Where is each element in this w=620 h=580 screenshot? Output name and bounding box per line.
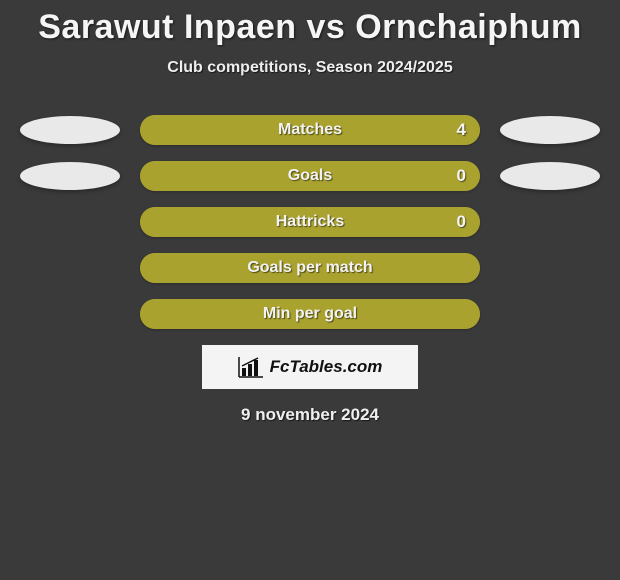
stats-card: Sarawut Inpaen vs Ornchaiphum Club compe… [0,0,620,425]
right-pill [500,116,600,144]
right-spacer [500,254,600,282]
left-spacer [20,208,120,236]
stat-bar: Hattricks0 [140,207,480,237]
page-title: Sarawut Inpaen vs Ornchaiphum [0,8,620,47]
subtitle: Club competitions, Season 2024/2025 [0,59,620,77]
stats-rows: Matches4Goals0Hattricks0Goals per matchM… [0,115,620,329]
bar-value: 0 [457,207,466,237]
logo-text: FcTables.com [270,357,383,377]
stat-row: Hattricks0 [0,207,620,237]
stat-bar: Goals0 [140,161,480,191]
date-text: 9 november 2024 [0,405,620,425]
logo-box: FcTables.com [202,345,418,389]
stat-row: Goals0 [0,161,620,191]
bar-label: Goals per match [140,253,480,283]
stat-bar: Goals per match [140,253,480,283]
bar-label: Min per goal [140,299,480,329]
right-spacer [500,300,600,328]
bar-label: Matches [140,115,480,145]
stat-row: Goals per match [0,253,620,283]
stat-bar: Matches4 [140,115,480,145]
bar-value: 4 [457,115,466,145]
bar-label: Goals [140,161,480,191]
right-pill [500,162,600,190]
bar-value: 0 [457,161,466,191]
left-spacer [20,300,120,328]
stat-bar: Min per goal [140,299,480,329]
left-spacer [20,254,120,282]
left-pill [20,116,120,144]
bar-label: Hattricks [140,207,480,237]
bar-chart-icon [238,356,264,378]
right-spacer [500,208,600,236]
left-pill [20,162,120,190]
stat-row: Min per goal [0,299,620,329]
stat-row: Matches4 [0,115,620,145]
